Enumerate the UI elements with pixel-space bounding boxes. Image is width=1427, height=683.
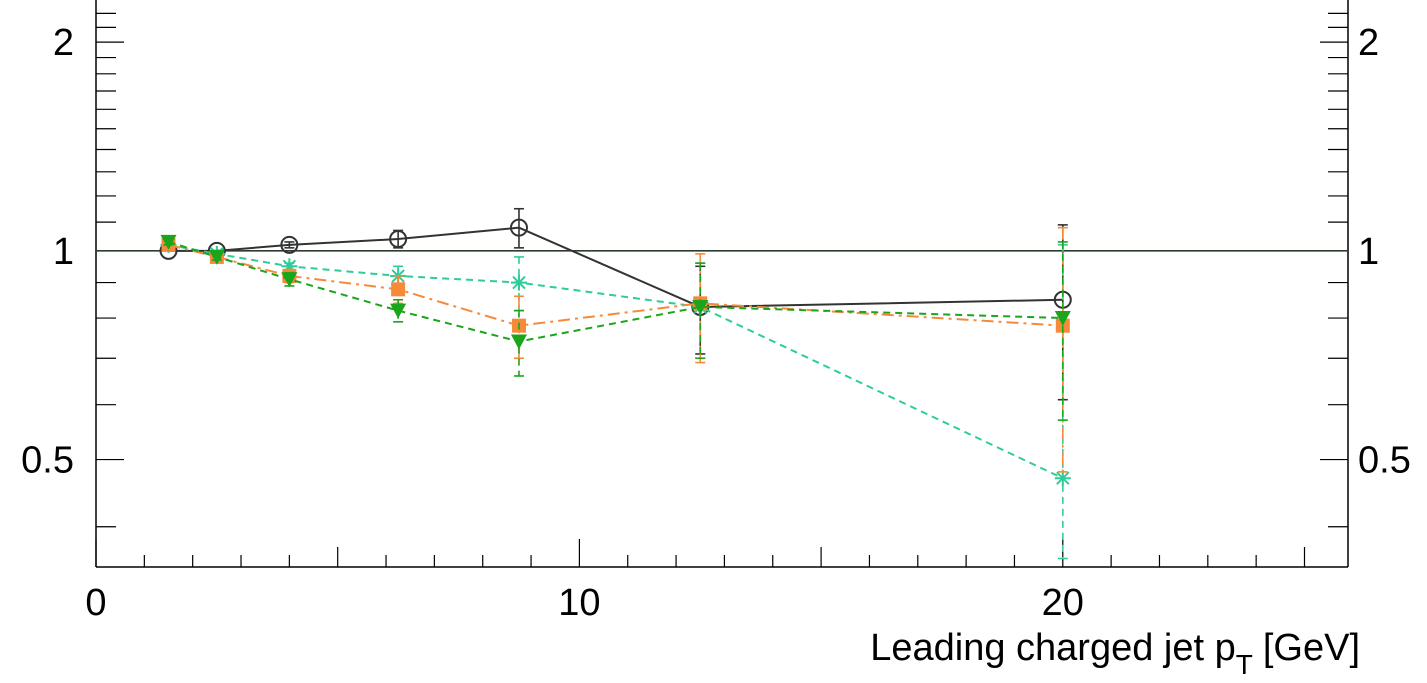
- data-point: [281, 272, 298, 288]
- error-bar: [695, 262, 706, 360]
- plot-frame: [95, 0, 1349, 568]
- x-axis-title: Leading charged jet pT [GeV]: [870, 627, 1360, 680]
- x-tick-label: 0: [85, 582, 106, 624]
- data-point: [390, 303, 407, 319]
- data-point: [1054, 311, 1071, 327]
- y-tick-label-left: 2: [53, 22, 74, 64]
- y-tick-label-right: 2: [1358, 22, 1379, 64]
- data-point: [1054, 470, 1071, 487]
- data-point: [510, 274, 527, 291]
- data-point: [692, 299, 709, 315]
- y-tick-label-left: 0.5: [21, 440, 74, 482]
- series-filled-square: [161, 226, 1070, 473]
- series-filled-triangle-down: [160, 234, 1071, 421]
- asterisk-stroke: [512, 275, 526, 290]
- x-axis-title-unit: [GeV]: [1263, 627, 1360, 669]
- error-bar: [284, 241, 295, 249]
- x-axis-title-text: Leading charged jet p: [870, 627, 1236, 669]
- data-point: [389, 230, 408, 249]
- series-line: [168, 243, 1063, 327]
- series-layer: [159, 207, 1072, 560]
- series-line: [168, 243, 1064, 480]
- series-open-circle: [159, 207, 1072, 401]
- data-point: [509, 218, 528, 237]
- y-tick-label-right: 0.5: [1358, 440, 1411, 482]
- error-bar: [513, 309, 524, 377]
- series-asterisk: [160, 236, 1071, 560]
- error-bar: [1057, 226, 1068, 473]
- data-point: [280, 235, 299, 254]
- tick-labels: 0 10 20 0.5 0.5 1 1 2 2: [21, 22, 1411, 624]
- x-tick-label: 20: [1042, 582, 1084, 624]
- data-point: [160, 234, 177, 250]
- axis-ticks: [95, 12, 1348, 567]
- data-point: [510, 334, 527, 350]
- asterisk-stroke: [1056, 471, 1070, 485]
- data-point: [208, 249, 225, 265]
- data-point: [391, 282, 406, 297]
- y-tick-label-left: 1: [53, 231, 74, 273]
- y-tick-label-right: 1: [1358, 231, 1379, 273]
- series-line: [168, 240, 1063, 343]
- x-tick-label: 10: [558, 582, 600, 624]
- error-bar: [513, 207, 524, 249]
- x-axis-title-subscript: T: [1236, 649, 1253, 680]
- error-bar: [1057, 241, 1068, 421]
